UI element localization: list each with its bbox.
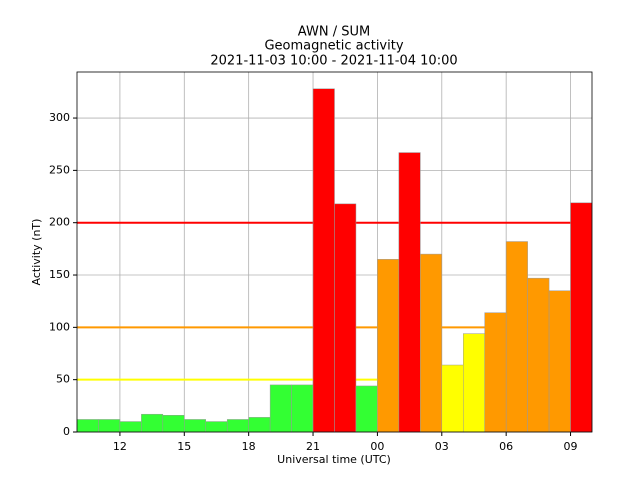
y-axis-label: Activity (nT)	[30, 219, 43, 286]
x-tick-label: 06	[499, 440, 513, 453]
title-line: AWN / SUM	[298, 25, 370, 40]
x-tick-label: 00	[370, 440, 384, 453]
bar	[162, 415, 185, 433]
bar	[291, 384, 314, 433]
x-tick-label: 21	[306, 440, 320, 453]
bar	[484, 312, 507, 433]
bar	[527, 277, 550, 433]
x-tick-label: 12	[113, 440, 127, 453]
x-tick-label: 03	[435, 440, 449, 453]
bar	[226, 419, 249, 433]
bar	[463, 333, 485, 433]
title-line: 2021-11-03 10:00 - 2021-11-04 10:00	[210, 54, 457, 69]
bar	[76, 419, 99, 433]
bar	[334, 203, 357, 433]
bar	[441, 364, 464, 433]
y-tick-label: 250	[49, 163, 70, 176]
bar	[248, 417, 271, 433]
y-tick-label: 300	[49, 111, 70, 124]
y-tick-label: 100	[49, 320, 70, 333]
bar	[377, 259, 400, 433]
x-tick-label: 15	[177, 440, 191, 453]
y-tick-label: 0	[63, 425, 70, 438]
x-axis-label: Universal time (UTC)	[277, 453, 391, 466]
bar	[570, 202, 593, 433]
bar	[184, 419, 207, 433]
bar	[312, 88, 335, 433]
y-tick-label: 150	[49, 268, 70, 281]
title-line: Geomagnetic activity	[264, 39, 403, 54]
bar	[355, 385, 378, 433]
bar	[141, 413, 164, 433]
bar	[398, 152, 421, 433]
x-tick-label: 09	[564, 440, 578, 453]
bar	[269, 384, 292, 433]
bar	[420, 253, 443, 433]
x-tick-label: 18	[242, 440, 256, 453]
y-tick-label: 50	[56, 373, 70, 386]
bar	[98, 419, 121, 433]
bar	[505, 241, 528, 433]
bar	[548, 290, 571, 433]
bar	[205, 421, 228, 433]
y-tick-label: 200	[49, 216, 70, 229]
plot-frame	[76, 71, 593, 433]
bar	[119, 421, 142, 433]
